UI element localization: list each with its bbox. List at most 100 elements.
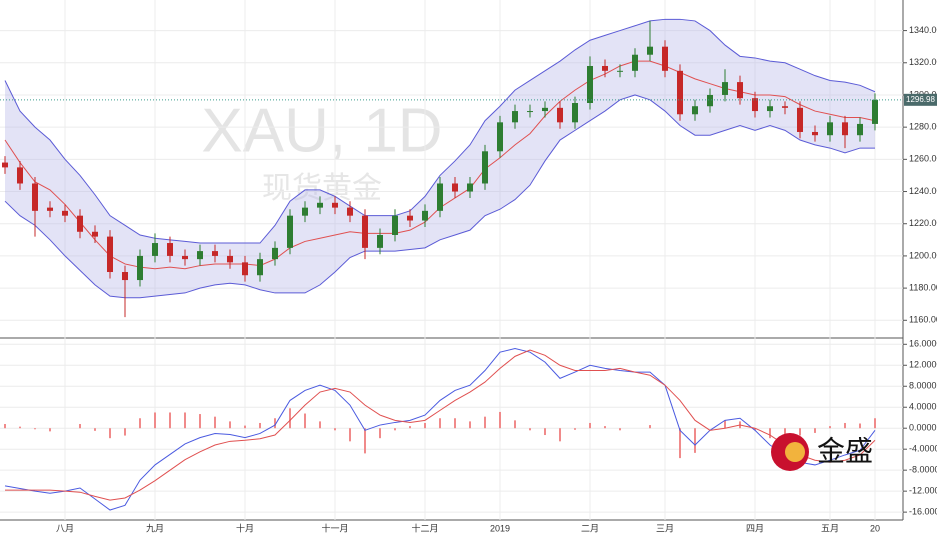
candle-body (842, 122, 848, 136)
histogram-bar (574, 428, 576, 430)
candle-body (782, 106, 788, 108)
histogram-bar (814, 428, 816, 433)
histogram-bar (469, 421, 471, 429)
y-tick-label: -4.0000 (909, 444, 937, 454)
histogram-bar (274, 418, 276, 429)
histogram-bar (19, 426, 21, 429)
histogram-bar (394, 428, 396, 431)
y-tick-label: 1240.00 (909, 186, 937, 196)
x-tick-label: 三月 (656, 523, 674, 533)
y-tick-label: 8.0000 (909, 381, 937, 391)
candle-body (272, 247, 278, 260)
histogram-bar (4, 424, 6, 429)
x-tick-label: 四月 (746, 523, 764, 533)
candle-body (377, 234, 383, 248)
candle-body (542, 107, 548, 112)
band-upper (4, 18, 876, 244)
logo-icon-inner (785, 442, 805, 462)
histogram-bar (754, 428, 756, 431)
histogram-bar (184, 412, 186, 429)
histogram-bar (409, 426, 411, 429)
x-tick-label: 十二月 (411, 522, 438, 533)
histogram-bar (799, 428, 801, 436)
candle-body (452, 183, 458, 192)
candle-body (662, 46, 668, 71)
candle-body (47, 207, 53, 211)
histogram-bar (229, 421, 231, 429)
y-tick-label: -16.0000 (909, 507, 937, 517)
histogram-bar (679, 428, 681, 459)
candle-body (227, 255, 233, 263)
y-tick-label: 4.0000 (909, 402, 937, 412)
histogram-bar (244, 425, 246, 429)
histogram-bar (319, 421, 321, 429)
last-price-label: 1296.98 (906, 95, 935, 104)
histogram-bar (199, 414, 201, 429)
candle-body (557, 107, 563, 123)
y-tick-label: 16.0000 (909, 339, 937, 349)
candle-body (857, 123, 863, 136)
y-tick-label: 1320.00 (909, 57, 937, 67)
x-tick-label: 二月 (581, 523, 599, 533)
candle-body (707, 94, 713, 107)
candle-body (587, 65, 593, 104)
candle-body (77, 215, 83, 232)
histogram-bar (379, 428, 381, 439)
y-tick-label: 0.0000 (909, 423, 937, 433)
histogram-bar (289, 408, 291, 429)
candle-body (647, 46, 653, 55)
candle-body (677, 70, 683, 115)
candle-body (137, 255, 143, 281)
histogram-bar (604, 426, 606, 429)
histogram-bar (874, 418, 876, 429)
y-tick-label: -8.0000 (909, 465, 937, 475)
histogram-bar (124, 428, 126, 436)
candle-body (107, 236, 113, 273)
candle-body (167, 243, 173, 256)
histogram-bar (484, 416, 486, 429)
candle-body (242, 262, 248, 276)
candle-body (92, 231, 98, 237)
candle-body (392, 215, 398, 235)
candle-body (287, 215, 293, 248)
candle-body (122, 272, 128, 281)
histogram-bar (109, 428, 111, 439)
last-price-box (904, 93, 937, 106)
candle-body (482, 151, 488, 184)
band-lower (4, 94, 875, 299)
x-tick-label: 2019 (490, 523, 510, 533)
histogram-bar (259, 422, 261, 429)
x-tick-label: 十一月 (321, 522, 348, 533)
histogram-bar (169, 412, 171, 429)
candle-body (317, 202, 323, 208)
candle-body (602, 65, 608, 71)
candle-body (197, 251, 203, 260)
y-tick-label: 12.0000 (909, 360, 937, 370)
histogram-bar (859, 423, 861, 429)
plot-area (0, 0, 903, 520)
candle-body (512, 111, 518, 123)
logo-text: 金盛 (817, 435, 873, 466)
histogram-bar (784, 428, 786, 439)
y-tick-label: 1160.00 (909, 315, 937, 325)
candle-body (632, 54, 638, 71)
histogram-bar (619, 428, 621, 431)
histogram-bar (424, 422, 426, 429)
candle-body (617, 70, 623, 72)
histogram-bar (769, 428, 771, 439)
candle-body (737, 82, 743, 99)
candle-body (302, 207, 308, 216)
candle-body (62, 210, 68, 216)
candle-body (152, 243, 158, 256)
candle-body (212, 251, 218, 256)
y-tick-label: 1220.00 (909, 218, 937, 228)
histogram-bar (79, 424, 81, 429)
histogram-bar (94, 428, 96, 431)
histogram-bar (844, 422, 846, 429)
histogram-bar (364, 428, 366, 454)
histogram-bar (349, 428, 351, 442)
candle-body (257, 259, 263, 276)
macd-line (5, 349, 876, 501)
candle-body (527, 111, 533, 113)
candle-body (182, 255, 188, 260)
